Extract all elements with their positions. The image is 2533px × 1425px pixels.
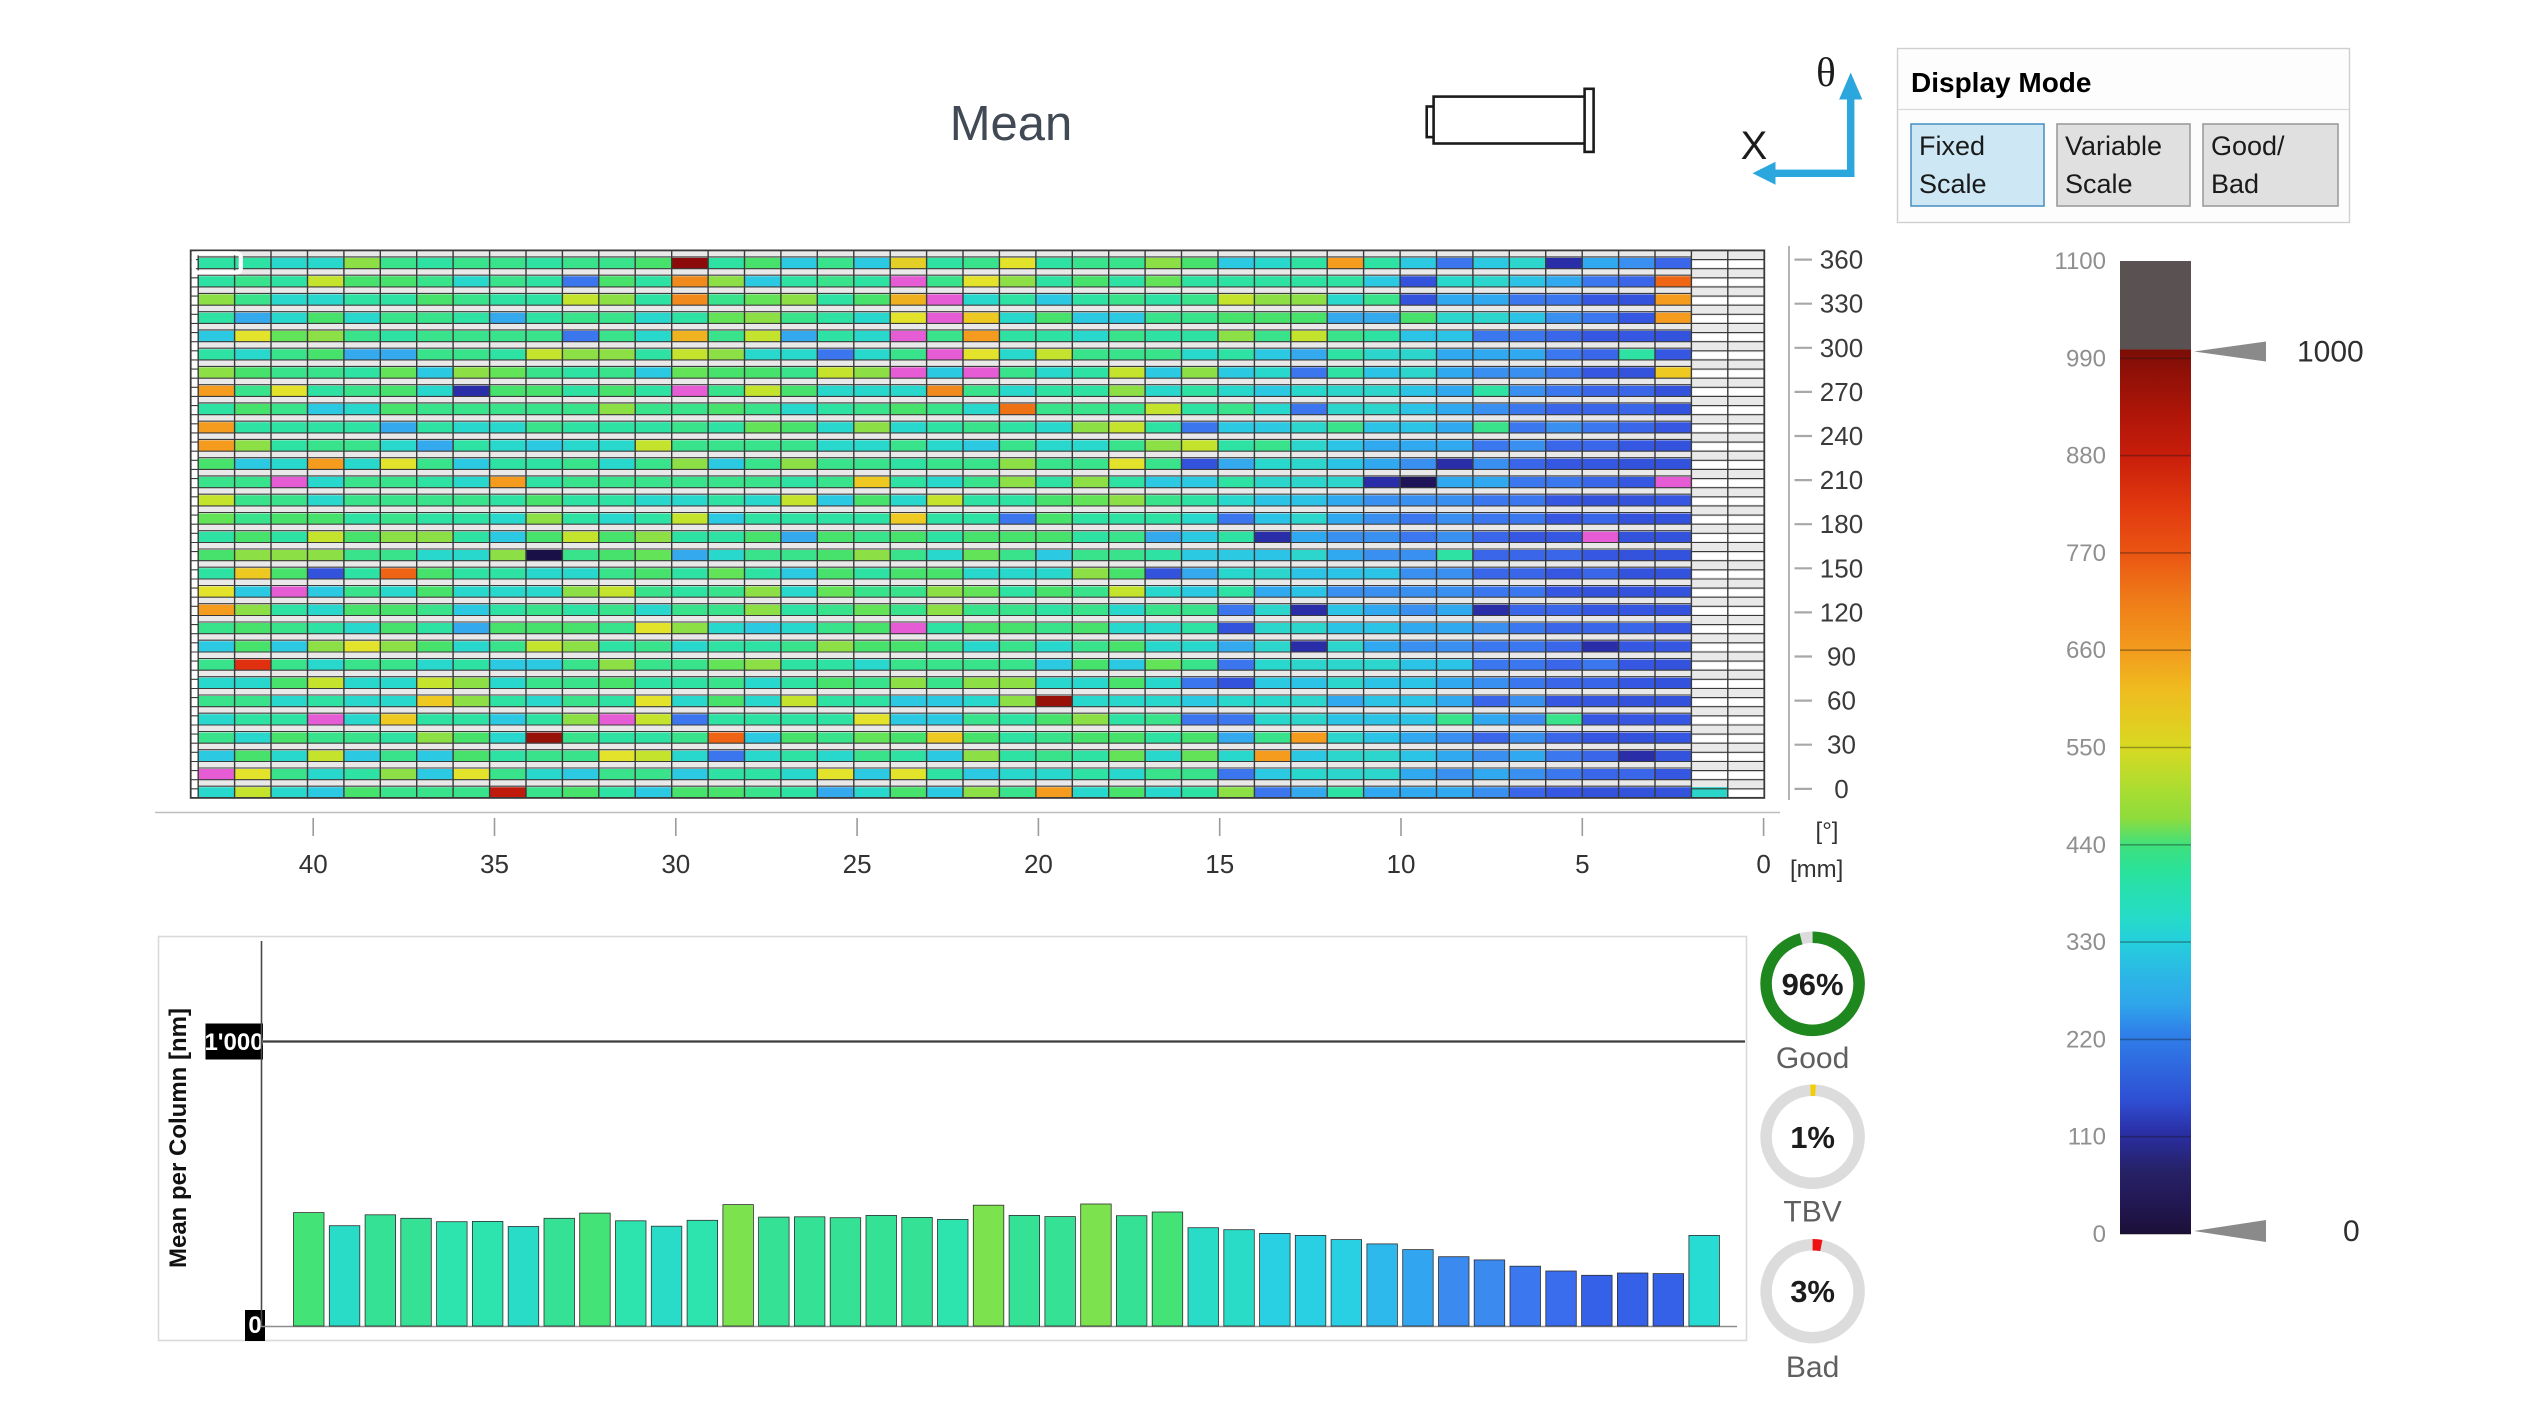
svg-text:5: 5: [1575, 849, 1589, 879]
svg-text:Bad: Bad: [2211, 169, 2259, 199]
svg-text:360: 360: [1820, 245, 1863, 275]
svg-text:550: 550: [2066, 735, 2106, 762]
svg-text:X: X: [1741, 124, 1768, 168]
svg-text:0: 0: [2343, 1215, 2360, 1248]
svg-text:40: 40: [299, 849, 328, 879]
svg-text:440: 440: [2066, 832, 2106, 859]
svg-text:330: 330: [1820, 289, 1863, 319]
svg-text:[°]: [°]: [1816, 818, 1839, 845]
svg-text:0: 0: [1756, 849, 1770, 879]
svg-text:30: 30: [1827, 730, 1856, 760]
svg-text:90: 90: [1827, 642, 1856, 672]
svg-text:0: 0: [1834, 774, 1848, 804]
svg-text:270: 270: [1820, 377, 1863, 407]
svg-text:1'000: 1'000: [204, 1029, 263, 1056]
svg-text:770: 770: [2066, 540, 2106, 567]
svg-text:Mean per Column [nm]: Mean per Column [nm]: [165, 1008, 192, 1268]
svg-text:1%: 1%: [1790, 1120, 1835, 1155]
svg-text:880: 880: [2066, 443, 2106, 470]
svg-text:30: 30: [661, 849, 690, 879]
svg-text:25: 25: [843, 849, 872, 879]
svg-text:240: 240: [1820, 421, 1863, 451]
svg-text:120: 120: [1820, 597, 1863, 627]
svg-text:1000: 1000: [2297, 336, 2364, 369]
svg-text:15: 15: [1205, 849, 1234, 879]
svg-text:0: 0: [2093, 1221, 2106, 1248]
svg-text:Scale: Scale: [1919, 169, 1987, 199]
svg-text:Display Mode: Display Mode: [1911, 67, 2091, 98]
svg-text:35: 35: [480, 849, 509, 879]
svg-text:[mm]: [mm]: [1790, 856, 1843, 883]
svg-text:330: 330: [2066, 929, 2106, 956]
svg-text:96%: 96%: [1782, 967, 1844, 1002]
svg-text:Scale: Scale: [2065, 169, 2133, 199]
svg-text:0: 0: [248, 1312, 261, 1339]
svg-text:Variable: Variable: [2065, 131, 2162, 161]
svg-text:180: 180: [1820, 509, 1863, 539]
svg-text:TBV: TBV: [1783, 1196, 1841, 1229]
svg-text:220: 220: [2066, 1026, 2106, 1053]
svg-text:Bad: Bad: [1786, 1351, 1839, 1384]
svg-text:θ: θ: [1816, 49, 1836, 95]
svg-text:60: 60: [1827, 686, 1856, 716]
svg-text:10: 10: [1387, 849, 1416, 879]
svg-text:660: 660: [2066, 637, 2106, 664]
svg-text:Mean: Mean: [950, 97, 1073, 151]
svg-text:1100: 1100: [2054, 248, 2106, 275]
svg-text:Good: Good: [1776, 1042, 1849, 1075]
svg-text:110: 110: [2068, 1124, 2106, 1151]
svg-text:150: 150: [1820, 553, 1863, 583]
svg-text:990: 990: [2066, 345, 2106, 372]
svg-text:300: 300: [1820, 333, 1863, 363]
svg-text:Fixed: Fixed: [1919, 131, 1985, 161]
svg-text:20: 20: [1024, 849, 1053, 879]
svg-text:210: 210: [1820, 465, 1863, 495]
svg-text:Good/: Good/: [2211, 131, 2285, 161]
svg-text:3%: 3%: [1790, 1274, 1835, 1309]
